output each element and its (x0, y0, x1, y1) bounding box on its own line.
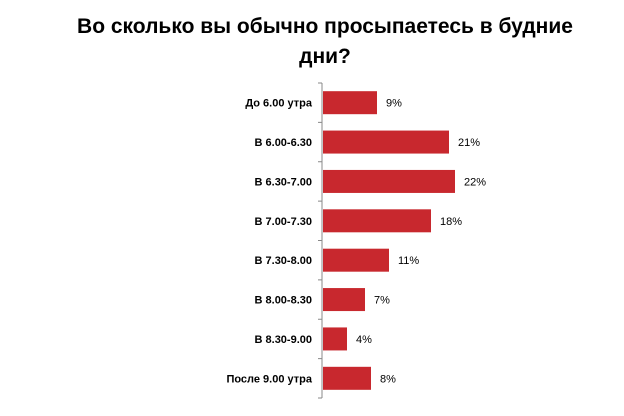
bar (323, 169, 455, 193)
data-label: 22% (464, 176, 486, 188)
data-label: 7% (374, 295, 390, 307)
bar (323, 209, 431, 233)
category-label: До 6.00 утра (245, 98, 313, 110)
category-label: После 9.00 утра (226, 373, 312, 385)
data-label: 8% (380, 373, 396, 385)
data-label: 11% (398, 255, 419, 267)
data-label: 18% (440, 216, 462, 228)
bar (323, 366, 371, 390)
labels-layer: До 6.00 утра 9% В 6.00-6.30 21% В 6.30-7.00 2… (226, 98, 486, 386)
category-label: В 8.30-9.00 (255, 334, 312, 346)
bar (323, 91, 377, 115)
category-label: В 7.00-7.30 (255, 216, 312, 228)
category-label: В 6.00-6.30 (255, 137, 312, 149)
chart-title: Во сколько вы обычно просыпаетесь в будн… (77, 15, 573, 68)
bars-layer (323, 91, 455, 390)
bar (323, 248, 389, 272)
category-label: В 8.00-8.30 (255, 295, 312, 307)
axis-layer (318, 82, 323, 399)
data-label: 9% (386, 98, 402, 110)
bar (323, 130, 449, 154)
data-label: 4% (356, 334, 372, 346)
bar (323, 288, 365, 312)
bar (323, 327, 347, 351)
data-label: 21% (458, 137, 480, 149)
category-label: В 6.30-7.00 (255, 176, 312, 188)
category-label: В 7.30-8.00 (255, 255, 312, 267)
